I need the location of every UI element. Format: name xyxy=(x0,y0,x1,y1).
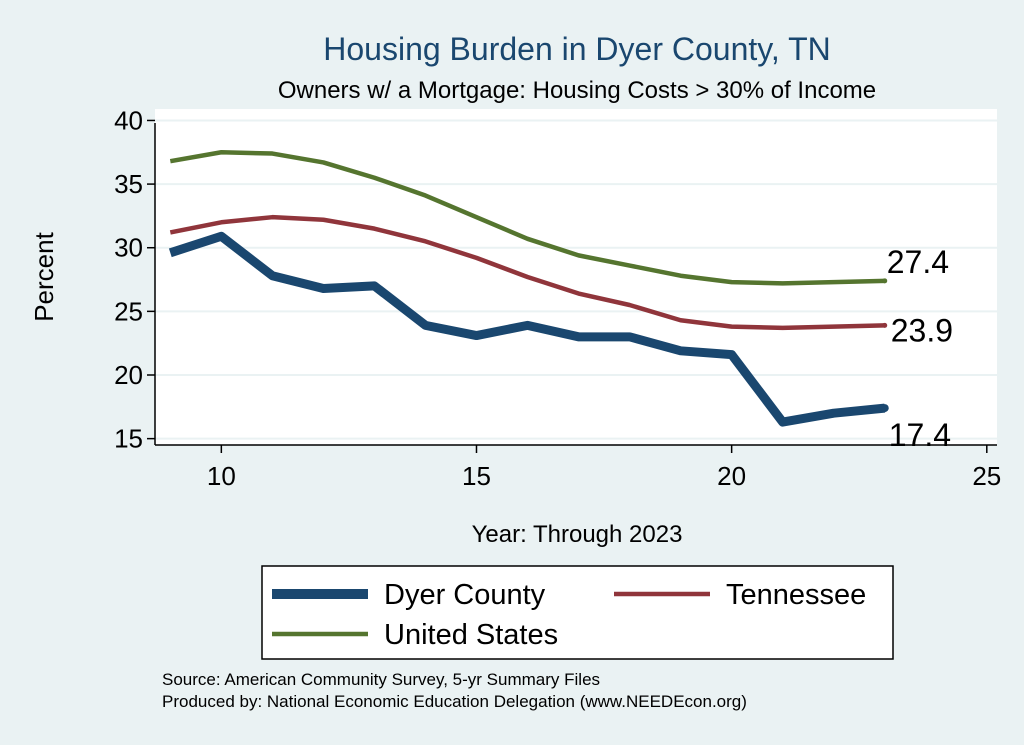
axes: 15 20 25 30 35 40 10 15 20 25 xyxy=(114,105,1001,491)
x-tick-label: 20 xyxy=(717,461,746,491)
end-value-label: 27.4 xyxy=(887,244,949,280)
end-value-label: 17.4 xyxy=(889,417,951,453)
end-point-marker xyxy=(882,322,888,328)
legend-items: Dyer County Tennessee United States xyxy=(272,579,866,651)
x-tick-label: 10 xyxy=(207,461,236,491)
x-tick-label: 25 xyxy=(972,461,1001,491)
legend-label: Tennessee xyxy=(726,579,866,611)
legend-label: Dyer County xyxy=(384,579,546,611)
x-axis-label: Year: Through 2023 xyxy=(472,521,683,548)
grid-lines xyxy=(155,119,997,440)
chart-title: Housing Burden in Dyer County, TN xyxy=(323,31,831,67)
legend-box xyxy=(261,565,894,660)
legend: Dyer County Tennessee United States xyxy=(261,565,894,660)
x-tick-label: 15 xyxy=(462,461,491,491)
y-tick-label: 30 xyxy=(114,233,143,263)
series-line-tennessee xyxy=(169,214,885,331)
source-note: Source: American Community Survey, 5-yr … xyxy=(162,670,601,689)
chart-subtitle: Owners w/ a Mortgage: Housing Costs > 30… xyxy=(278,77,876,104)
y-tick-label: 40 xyxy=(114,105,143,135)
produced-by-note: Produced by: National Economic Education… xyxy=(162,692,747,711)
end-labels: 17.4 23.9 27.4 xyxy=(880,244,953,453)
series-line-dyer-county xyxy=(168,231,886,427)
end-value-label: 23.9 xyxy=(891,312,953,348)
y-tick-label: 25 xyxy=(114,296,143,326)
legend-label: United States xyxy=(384,619,558,651)
y-axis-label: Percent xyxy=(29,231,59,321)
series-layer xyxy=(168,150,886,427)
y-tick-label: 35 xyxy=(114,169,143,199)
series-line-united-states xyxy=(169,150,885,286)
y-tick-label: 15 xyxy=(114,424,143,454)
y-tick-label: 20 xyxy=(114,360,143,390)
end-point-marker xyxy=(882,278,888,284)
end-point-marker xyxy=(880,404,889,413)
